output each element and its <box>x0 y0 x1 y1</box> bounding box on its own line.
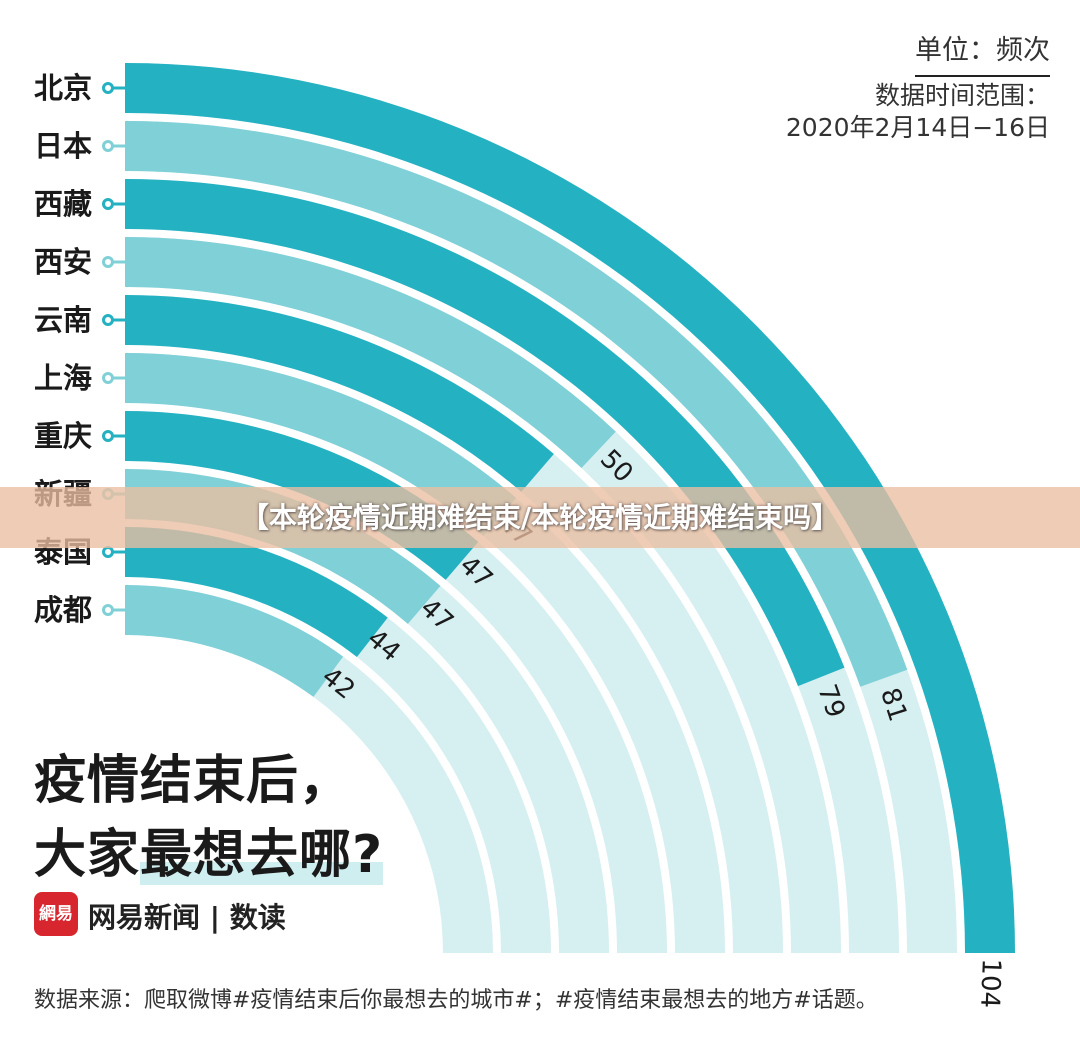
category-label: 北京 <box>34 71 92 105</box>
data-source: 数据来源：爬取微博#疫情结束后你最想去的城市#；#疫情结束最想去的地方#话题。 <box>34 988 878 1013</box>
connector-dot <box>102 430 114 442</box>
category-label: 西藏 <box>34 187 92 221</box>
connector-dot <box>102 604 114 616</box>
bar-泰国 <box>125 527 388 658</box>
category-label: 成都 <box>34 593 92 627</box>
connector-dot <box>102 198 114 210</box>
date-range-value: 2020年2月14日−16日 <box>785 113 1050 142</box>
bar-西安 <box>125 236 616 469</box>
connector-dot <box>102 82 114 94</box>
bar-成都 <box>125 585 344 697</box>
value-label: 104 <box>974 958 1006 1009</box>
unit-label: 单位：频次 <box>915 28 1050 77</box>
overlay-banner-text: 【本轮疫情近期难结束/本轮疫情近期难结束吗】 <box>240 501 840 534</box>
connector-dot <box>102 372 114 384</box>
overlay-banner: 【本轮疫情近期难结束/本轮疫情近期难结束吗】 <box>0 487 1080 548</box>
bar-云南 <box>125 295 554 492</box>
connector-dot <box>102 256 114 268</box>
bar-上海 <box>125 353 517 536</box>
headline-line-2-highlight: 最想去哪? <box>140 825 384 885</box>
connector-dot <box>102 314 114 326</box>
connector-dot <box>102 140 114 152</box>
brand-name: 网易新闻 | 数读 <box>88 901 286 934</box>
category-label: 西安 <box>34 245 92 279</box>
category-label: 重庆 <box>34 419 92 453</box>
date-range-label: 数据时间范围： <box>874 81 1050 110</box>
netease-logo-icon: 網易 <box>34 892 78 936</box>
headline-line-2-plain: 大家 <box>34 825 141 885</box>
headline-line-1: 疫情结束后， <box>34 751 353 811</box>
category-label: 云南 <box>34 303 92 337</box>
bar-日本 <box>125 121 908 687</box>
bar-西藏 <box>125 179 845 687</box>
category-label: 上海 <box>34 361 92 395</box>
category-label: 日本 <box>34 129 92 163</box>
headline-line-2: 大家最想去哪? <box>34 812 384 887</box>
connector-dot <box>102 546 114 558</box>
